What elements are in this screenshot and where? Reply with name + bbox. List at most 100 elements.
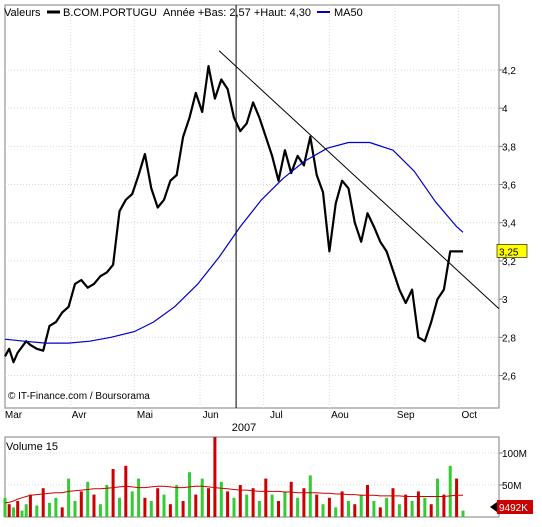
last-price-box [496,244,528,258]
volume-bar [353,504,357,517]
volume-bar [340,491,344,517]
last-price-tag: 3,25 [496,244,528,258]
volume-bar [321,504,325,517]
volume-bar [130,491,134,517]
volume-bar [20,510,24,517]
volume-bar [442,494,446,517]
price-y-tick-label: 3,8 [502,142,516,153]
volume-bar [359,494,363,517]
volume-y-tick-label: 50M [502,481,521,492]
volume-bar [232,497,236,517]
series-ma50-line [4,141,464,344]
volume-bar [270,494,274,517]
volume-bar [289,481,293,517]
price-panel [4,4,500,409]
volume-bar [175,485,179,517]
legend-label: Valeurs [4,7,41,19]
volume-bar [219,481,223,517]
volume-bar [448,465,452,517]
volume-bar [213,437,217,517]
price-x-tick-label: Oct [462,410,478,421]
volume-bar [366,485,369,517]
volume-bar [73,501,77,517]
price-y-tick-label: 3,6 [502,181,516,192]
volume-bar [385,497,389,517]
volume-bar [60,507,64,517]
volume-bar [238,485,242,517]
last-volume-box [497,500,533,514]
price-y-tick-label: 3 [502,295,508,306]
volume-y-axis: 100M 50M [499,449,527,492]
price-marks [4,5,500,408]
volume-bar [162,494,166,517]
volume-bar [67,478,71,517]
volume-bar [302,488,306,517]
volume-ma-line [4,485,463,504]
volume-bar [436,478,439,517]
volume-bar [168,504,172,517]
trendline [218,50,500,310]
price-x-tick-label: Jul [270,410,283,421]
volume-y-tick-label: 100M [502,449,527,460]
copyright-text: © IT-Finance.com / Boursorama [8,391,150,402]
volume-bar [264,478,268,517]
volume-bar [156,488,160,517]
volume-bar [277,501,280,517]
volume-bar [181,501,185,517]
volume-bar [188,472,191,517]
volume-bar [24,504,28,517]
price-grid [5,5,499,408]
volume-bar [16,501,20,517]
volume-bar [105,485,109,517]
price-x-tick-label: Aou [331,410,349,421]
volume-bar [118,497,121,517]
series-price-line [4,64,463,364]
volume-grid [5,452,499,486]
last-price-value: 3,25 [499,247,519,258]
price-x-tick-label: Mar [5,410,23,421]
volume-bar [200,478,204,517]
volume-bar [296,497,300,517]
volume-bar [410,501,414,517]
volume-bar [257,501,261,517]
volume-bar [124,465,128,517]
volume-bar [283,491,287,517]
price-y-tick-label: 4 [502,104,508,115]
last-volume-pointer [490,502,497,512]
volume-bar [416,491,420,517]
volume-marks [3,437,465,517]
volume-bar [111,469,115,517]
volume-bar [327,497,331,517]
last-volume-value: 9492K [499,503,528,514]
price-y-tick-label: 4,2 [502,66,516,77]
volume-bar [391,488,395,517]
volume-bar [35,505,39,517]
volume-bar [423,497,427,517]
volume-bar [48,502,51,517]
price-x-tick-label: Jun [203,410,219,421]
volume-bar [28,494,32,517]
legend-range: Année +Bas: 2,57 +Haut: 4,30 [163,7,311,19]
volume-bar [3,497,7,517]
price-x-tick-label: Avr [72,410,87,421]
price-y-tick-label: 3,4 [502,219,516,230]
volume-bar [86,481,90,517]
volume-bar [92,494,96,517]
volume-bar [378,507,382,517]
volume-bar [54,497,58,517]
price-y-tick-label: 2,8 [502,333,516,344]
legend-ticker: B.COM.PORTUGU [63,7,157,19]
volume-bar [226,491,230,517]
volume-bar [404,494,408,517]
volume-bar [372,501,376,517]
volume-bar [7,504,11,517]
volume-bar [251,488,255,517]
volume-bar [143,497,147,517]
year-label: 2007 [232,422,256,434]
volume-bar [12,507,15,517]
volume-bar [207,488,210,517]
volume-bar [429,504,433,517]
volume-bar [347,501,350,517]
